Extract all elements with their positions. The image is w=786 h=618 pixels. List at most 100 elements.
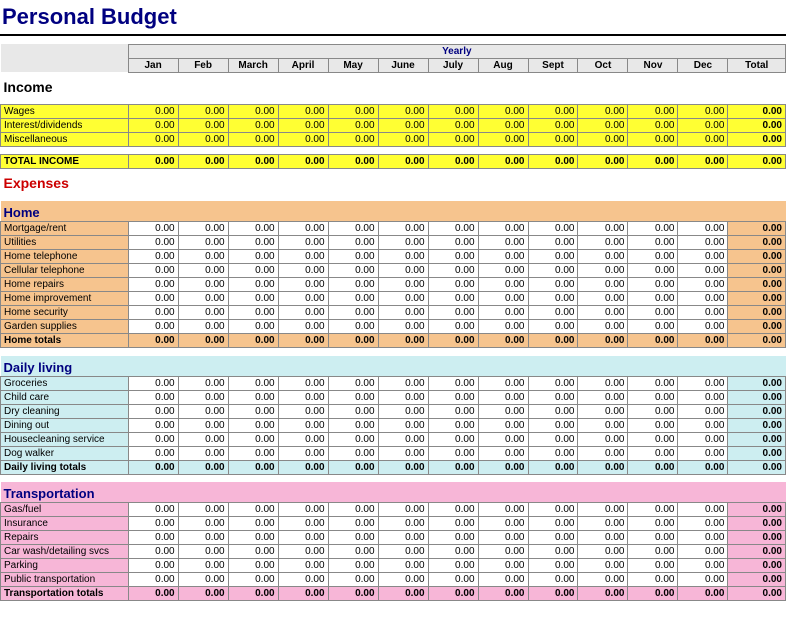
data-cell[interactable]: 0.00 bbox=[128, 105, 178, 119]
data-cell[interactable]: 0.00 bbox=[578, 250, 628, 264]
data-cell[interactable]: 0.00 bbox=[578, 105, 628, 119]
data-cell[interactable]: 0.00 bbox=[678, 503, 728, 517]
data-cell[interactable]: 0.00 bbox=[178, 306, 228, 320]
data-cell[interactable]: 0.00 bbox=[378, 119, 428, 133]
data-cell[interactable]: 0.00 bbox=[528, 573, 578, 587]
data-cell[interactable]: 0.00 bbox=[478, 264, 528, 278]
data-cell[interactable]: 0.00 bbox=[578, 517, 628, 531]
data-cell[interactable]: 0.00 bbox=[628, 278, 678, 292]
data-cell[interactable]: 0.00 bbox=[528, 531, 578, 545]
data-cell[interactable]: 0.00 bbox=[228, 376, 278, 390]
data-cell[interactable]: 0.00 bbox=[278, 446, 328, 460]
row-label[interactable]: Repairs bbox=[1, 531, 129, 545]
data-cell[interactable]: 0.00 bbox=[628, 418, 678, 432]
data-cell[interactable]: 0.00 bbox=[278, 559, 328, 573]
data-cell[interactable]: 0.00 bbox=[178, 418, 228, 432]
data-cell[interactable]: 0.00 bbox=[428, 250, 478, 264]
data-cell[interactable]: 0.00 bbox=[528, 446, 578, 460]
row-label[interactable]: Home telephone bbox=[1, 250, 129, 264]
data-cell[interactable]: 0.00 bbox=[678, 264, 728, 278]
data-cell[interactable]: 0.00 bbox=[428, 292, 478, 306]
data-cell[interactable]: 0.00 bbox=[678, 292, 728, 306]
data-cell[interactable]: 0.00 bbox=[478, 517, 528, 531]
data-cell[interactable]: 0.00 bbox=[128, 376, 178, 390]
data-cell[interactable]: 0.00 bbox=[378, 390, 428, 404]
data-cell[interactable]: 0.00 bbox=[128, 390, 178, 404]
data-cell[interactable]: 0.00 bbox=[478, 133, 528, 147]
row-label[interactable]: Utilities bbox=[1, 236, 129, 250]
data-cell[interactable]: 0.00 bbox=[328, 404, 378, 418]
data-cell[interactable]: 0.00 bbox=[528, 222, 578, 236]
data-cell[interactable]: 0.00 bbox=[428, 376, 478, 390]
data-cell[interactable]: 0.00 bbox=[378, 250, 428, 264]
data-cell[interactable]: 0.00 bbox=[128, 133, 178, 147]
data-cell[interactable]: 0.00 bbox=[228, 133, 278, 147]
data-cell[interactable]: 0.00 bbox=[678, 390, 728, 404]
data-cell[interactable]: 0.00 bbox=[628, 517, 678, 531]
data-cell[interactable]: 0.00 bbox=[428, 432, 478, 446]
data-cell[interactable]: 0.00 bbox=[478, 306, 528, 320]
data-cell[interactable]: 0.00 bbox=[128, 320, 178, 334]
data-cell[interactable]: 0.00 bbox=[228, 559, 278, 573]
data-cell[interactable]: 0.00 bbox=[328, 517, 378, 531]
data-cell[interactable]: 0.00 bbox=[328, 390, 378, 404]
data-cell[interactable]: 0.00 bbox=[678, 545, 728, 559]
data-cell[interactable]: 0.00 bbox=[328, 278, 378, 292]
data-cell[interactable]: 0.00 bbox=[628, 404, 678, 418]
row-label[interactable]: Dry cleaning bbox=[1, 404, 129, 418]
data-cell[interactable]: 0.00 bbox=[228, 292, 278, 306]
data-cell[interactable]: 0.00 bbox=[178, 446, 228, 460]
data-cell[interactable]: 0.00 bbox=[278, 306, 328, 320]
data-cell[interactable]: 0.00 bbox=[428, 559, 478, 573]
data-cell[interactable]: 0.00 bbox=[178, 404, 228, 418]
data-cell[interactable]: 0.00 bbox=[678, 222, 728, 236]
data-cell[interactable]: 0.00 bbox=[378, 133, 428, 147]
data-cell[interactable]: 0.00 bbox=[178, 278, 228, 292]
data-cell[interactable]: 0.00 bbox=[328, 320, 378, 334]
data-cell[interactable]: 0.00 bbox=[328, 119, 378, 133]
data-cell[interactable]: 0.00 bbox=[578, 531, 628, 545]
data-cell[interactable]: 0.00 bbox=[578, 236, 628, 250]
data-cell[interactable]: 0.00 bbox=[228, 236, 278, 250]
data-cell[interactable]: 0.00 bbox=[578, 559, 628, 573]
data-cell[interactable]: 0.00 bbox=[678, 236, 728, 250]
data-cell[interactable]: 0.00 bbox=[578, 573, 628, 587]
data-cell[interactable]: 0.00 bbox=[678, 133, 728, 147]
data-cell[interactable]: 0.00 bbox=[378, 517, 428, 531]
data-cell[interactable]: 0.00 bbox=[328, 376, 378, 390]
data-cell[interactable]: 0.00 bbox=[428, 531, 478, 545]
data-cell[interactable]: 0.00 bbox=[528, 503, 578, 517]
data-cell[interactable]: 0.00 bbox=[428, 119, 478, 133]
data-cell[interactable]: 0.00 bbox=[328, 306, 378, 320]
data-cell[interactable]: 0.00 bbox=[128, 119, 178, 133]
data-cell[interactable]: 0.00 bbox=[278, 320, 328, 334]
data-cell[interactable]: 0.00 bbox=[278, 503, 328, 517]
row-label[interactable]: Car wash/detailing svcs bbox=[1, 545, 129, 559]
data-cell[interactable]: 0.00 bbox=[678, 376, 728, 390]
data-cell[interactable]: 0.00 bbox=[128, 306, 178, 320]
data-cell[interactable]: 0.00 bbox=[578, 418, 628, 432]
data-cell[interactable]: 0.00 bbox=[628, 119, 678, 133]
data-cell[interactable]: 0.00 bbox=[178, 222, 228, 236]
data-cell[interactable]: 0.00 bbox=[328, 264, 378, 278]
data-cell[interactable]: 0.00 bbox=[528, 119, 578, 133]
data-cell[interactable]: 0.00 bbox=[628, 105, 678, 119]
data-cell[interactable]: 0.00 bbox=[678, 418, 728, 432]
data-cell[interactable]: 0.00 bbox=[178, 292, 228, 306]
data-cell[interactable]: 0.00 bbox=[478, 222, 528, 236]
data-cell[interactable]: 0.00 bbox=[628, 390, 678, 404]
data-cell[interactable]: 0.00 bbox=[678, 119, 728, 133]
data-cell[interactable]: 0.00 bbox=[278, 222, 328, 236]
data-cell[interactable]: 0.00 bbox=[528, 376, 578, 390]
row-label[interactable]: Garden supplies bbox=[1, 320, 129, 334]
data-cell[interactable]: 0.00 bbox=[278, 376, 328, 390]
data-cell[interactable]: 0.00 bbox=[678, 306, 728, 320]
data-cell[interactable]: 0.00 bbox=[328, 573, 378, 587]
data-cell[interactable]: 0.00 bbox=[228, 432, 278, 446]
data-cell[interactable]: 0.00 bbox=[628, 250, 678, 264]
data-cell[interactable]: 0.00 bbox=[178, 517, 228, 531]
data-cell[interactable]: 0.00 bbox=[378, 264, 428, 278]
data-cell[interactable]: 0.00 bbox=[178, 531, 228, 545]
data-cell[interactable]: 0.00 bbox=[178, 545, 228, 559]
data-cell[interactable]: 0.00 bbox=[278, 390, 328, 404]
